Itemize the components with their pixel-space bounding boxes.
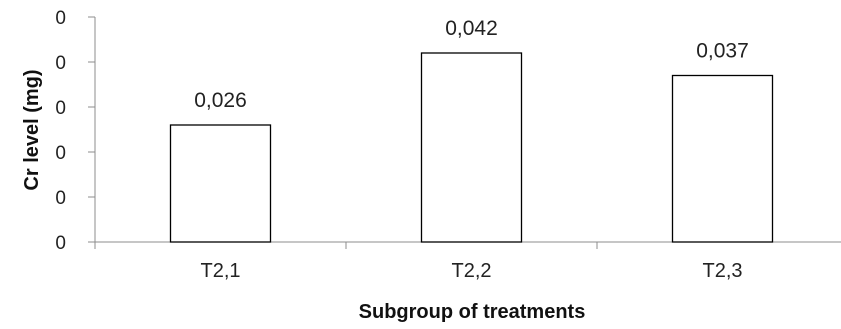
x-axis-tick-labels: T2,1 T2,2 T2,3 <box>200 260 742 282</box>
data-label: 0,042 <box>445 17 498 40</box>
y-tick-label: 0 <box>55 188 66 209</box>
x-tick-label: T2,2 <box>451 260 491 282</box>
y-tick-label: 0 <box>55 143 66 164</box>
data-label: 0,037 <box>696 40 749 63</box>
x-tick-label: T2,3 <box>702 260 742 282</box>
y-tick-label: 0 <box>55 53 66 74</box>
bar-2 <box>420 52 523 243</box>
data-labels: 0,026 0,042 0,037 <box>194 17 749 112</box>
x-tick-label: T2,1 <box>200 260 240 282</box>
data-label: 0,026 <box>194 89 247 112</box>
y-tick-label: 0 <box>55 8 66 29</box>
y-axis-ticks: 0 0 0 0 0 0 <box>55 8 95 254</box>
y-tick-label: 0 <box>55 233 66 254</box>
y-axis-title: Cr level (mg) <box>21 69 43 190</box>
y-tick-label: 0 <box>55 98 66 119</box>
bar-1 <box>169 124 272 243</box>
bar-3 <box>671 74 774 243</box>
x-axis-title: Subgroup of treatments <box>359 301 586 323</box>
bars <box>169 52 774 243</box>
